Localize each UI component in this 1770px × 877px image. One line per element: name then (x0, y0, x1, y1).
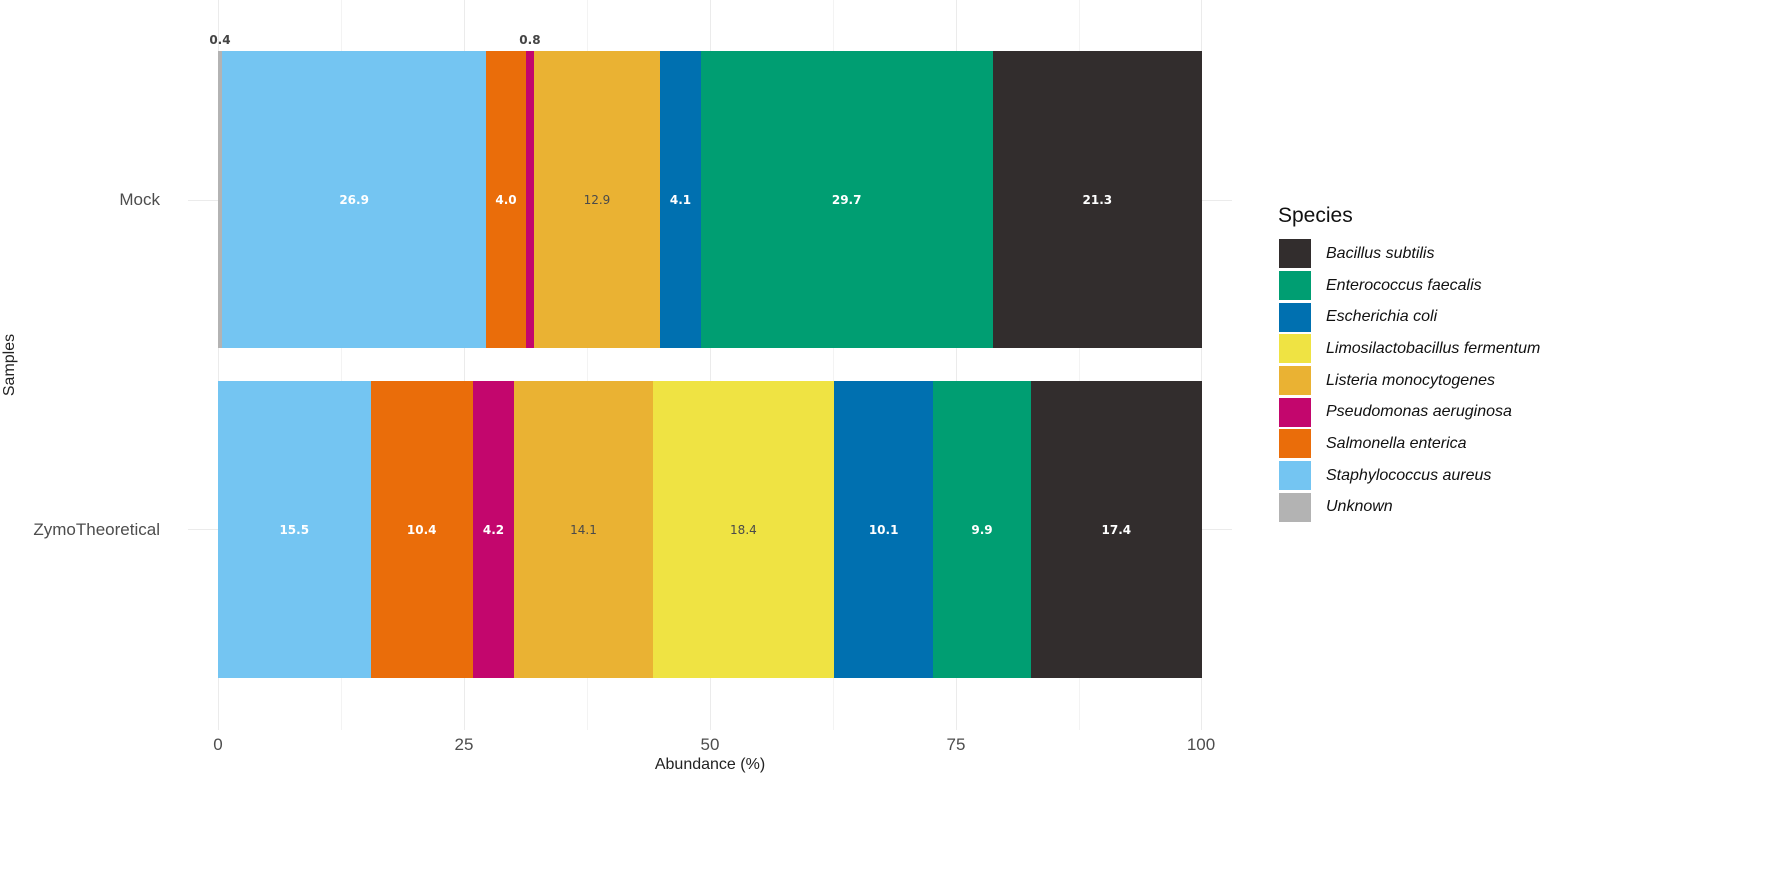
bar-segment-unknown (218, 51, 222, 348)
legend-item-bacillus-subtilis: Bacillus subtilis (1278, 238, 1540, 270)
legend-label: Listeria monocytogenes (1326, 371, 1495, 389)
gridline-major (464, 0, 465, 730)
gridline-minor (1079, 0, 1080, 730)
legend-label: Salmonella enterica (1326, 434, 1467, 452)
bar-segment-staphylococcus-aureus: 15.5 (218, 381, 371, 678)
bar-segment-salmonella-enterica: 10.4 (370, 381, 473, 678)
gridline-minor (587, 0, 588, 730)
segment-value-label: 10.1 (868, 522, 899, 537)
gridline-major (956, 0, 957, 730)
bar-segment-bacillus-subtilis: 17.4 (1030, 381, 1202, 678)
y-tick-mock: Mock (119, 190, 160, 209)
legend-swatch (1278, 491, 1312, 523)
gridline-major (710, 0, 711, 730)
bar-segment-escherichia-coli: 4.1 (660, 51, 701, 348)
legend-label: Limosilactobacillus fermentum (1326, 339, 1541, 357)
segment-value-label: 26.9 (339, 192, 369, 207)
legend-label: Staphylococcus aureus (1326, 466, 1492, 484)
segment-value-label: 15.5 (279, 522, 310, 537)
legend-swatch (1278, 301, 1312, 333)
legend-swatch (1278, 396, 1312, 428)
x-tick-50: 50 (700, 735, 720, 754)
segment-value-label: 14.1 (570, 522, 597, 537)
bar-mock: 26.9 4.0 12.9 4.1 29.7 21.3 (218, 51, 1203, 348)
x-tick-0: 0 (213, 735, 223, 754)
x-tick-75: 75 (946, 735, 966, 754)
segment-value-label: 4.1 (669, 192, 692, 207)
segment-value-label: 4.2 (482, 522, 505, 537)
bar-segment-pseudomonas-aeruginosa: 4.2 (472, 381, 515, 678)
bar-segment-bacillus-subtilis: 21.3 (992, 51, 1203, 348)
legend-label: Escherichia coli (1326, 308, 1438, 326)
legend-label: Unknown (1326, 498, 1393, 516)
bar-segment-listeria-monocytogenes: 14.1 (514, 381, 653, 678)
gridline-minor (833, 0, 834, 730)
bar-segment-listeria-monocytogenes: 12.9 (533, 51, 661, 348)
bar-segment-enterococcus-faecalis: 29.7 (700, 51, 993, 348)
segment-value-label: 10.4 (406, 522, 437, 537)
x-tick-100: 100 (1186, 735, 1216, 754)
segment-value-label: 17.4 (1101, 522, 1132, 537)
legend-swatch (1278, 428, 1312, 460)
legend-label: Pseudomonas aeruginosa (1326, 403, 1512, 421)
segment-value-label: 29.7 (831, 192, 862, 207)
gridline-minor (341, 0, 342, 730)
legend-swatch (1278, 333, 1312, 365)
segment-value-label: 21.3 (1082, 192, 1113, 207)
legend-swatch (1278, 365, 1312, 397)
y-axis-title: Samples (1, 333, 18, 397)
legend-item-staphylococcus-aureus: Staphylococcus aureus (1278, 460, 1540, 492)
legend-swatch (1278, 460, 1312, 492)
legend-label: Bacillus subtilis (1326, 244, 1435, 262)
legend-item-limosilactobacillus-fermentum: Limosilactobacillus fermentum (1278, 333, 1540, 365)
bar-segment-limosilactobacillus-fermentum: 18.4 (652, 381, 834, 678)
segment-top-value-label: 0.4 (209, 33, 231, 47)
plot-area: 26.9 4.0 12.9 4.1 29.7 21.3 15.5 10.4 4.2 14.1 18… (188, 0, 1232, 730)
legend-item-salmonella-enterica: Salmonella enterica (1278, 428, 1540, 460)
legend-swatch (1278, 270, 1312, 302)
bar-segment-salmonella-enterica: 4.0 (486, 51, 526, 348)
legend-item-unknown: Unknown (1278, 491, 1540, 524)
legend-item-enterococcus-faecalis: Enterococcus faecalis (1278, 270, 1540, 302)
segment-top-value-label: 0.8 (519, 33, 541, 47)
bar-segment-enterococcus-faecalis: 9.9 (933, 381, 1031, 678)
legend-item-listeria-monocytogenes: Listeria monocytogenes (1278, 365, 1540, 397)
segment-value-label: 9.9 (971, 522, 993, 537)
legend: Species Bacillus subtilis Enterococcus fa… (1278, 204, 1540, 523)
legend-items: Bacillus subtilis Enterococcus faecalis Es… (1278, 238, 1540, 523)
legend-label: Enterococcus faecalis (1326, 276, 1482, 294)
x-axis-title-text: Abundance (%) (654, 756, 766, 773)
segment-value-label: 4.0 (495, 192, 517, 207)
legend-item-escherichia-coli: Escherichia coli (1278, 301, 1540, 333)
x-tick-25: 25 (454, 735, 474, 754)
y-tick-zymo-theoretical: ZymoTheoretical (33, 520, 160, 539)
legend-item-pseudomonas-aeruginosa: Pseudomonas aeruginosa (1278, 396, 1540, 428)
bar-segment-staphylococcus-aureus: 26.9 (221, 51, 487, 348)
segment-value-label: 18.4 (730, 522, 757, 537)
legend-title: Species (1278, 204, 1353, 227)
segment-value-label: 12.9 (583, 192, 611, 207)
legend-swatch (1278, 238, 1312, 270)
bar-segment-escherichia-coli: 10.1 (833, 381, 934, 678)
bar-zymo-theoretical: 15.5 10.4 4.2 14.1 18.4 10.1 9.9 17.4 (218, 381, 1202, 678)
gridline-major (1201, 0, 1202, 730)
bar-segment-pseudomonas-aeruginosa (525, 51, 534, 348)
gridline-major (218, 0, 219, 730)
